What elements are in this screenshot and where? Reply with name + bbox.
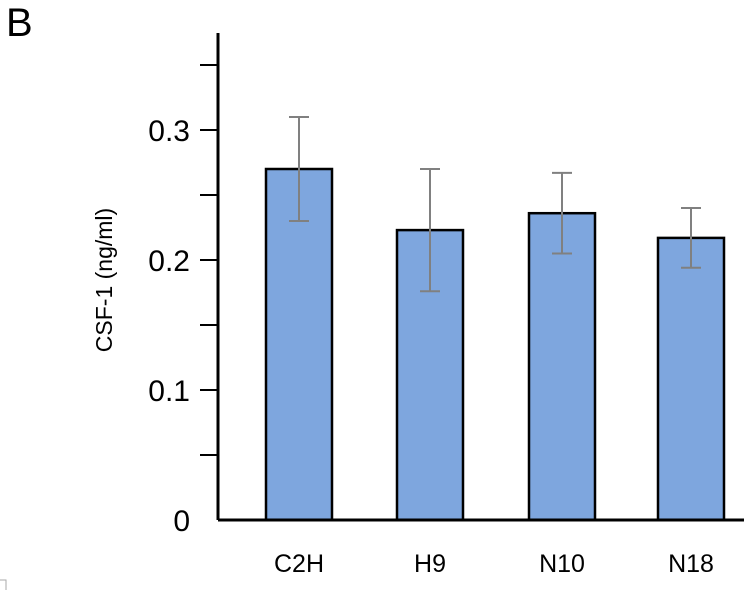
x-category-label: N18: [668, 550, 714, 578]
error-bars-group: [289, 116, 701, 293]
error-bar-n10: [552, 171, 572, 255]
bar-c2h: [264, 167, 334, 522]
x-category-label: H9: [414, 550, 446, 578]
error-bar-h9: [420, 168, 440, 293]
x-category-label: N10: [539, 550, 585, 578]
y-tick-label: 0: [173, 505, 190, 538]
panel-label: B: [6, 1, 33, 45]
y-tick-label: 0.3: [148, 115, 190, 148]
y-tick-label: 0.1: [148, 375, 190, 408]
x-category-label: C2H: [274, 550, 324, 578]
bars-group: [264, 167, 726, 522]
corner-mark: [0, 579, 7, 590]
x-category-labels-group: C2H H9 N10 N18: [274, 550, 714, 578]
error-bar-c2h: [289, 116, 309, 222]
y-ticks-group: [200, 64, 218, 456]
bar-n18: [656, 236, 726, 522]
y-axis-title: CSF-1 (ng/ml): [91, 208, 117, 352]
y-tick-label: 0.2: [148, 245, 190, 278]
y-tick-labels-group: 0 0.1 0.2 0.3: [148, 115, 190, 538]
error-bar-n18: [681, 207, 701, 269]
bar-n10: [527, 211, 597, 522]
